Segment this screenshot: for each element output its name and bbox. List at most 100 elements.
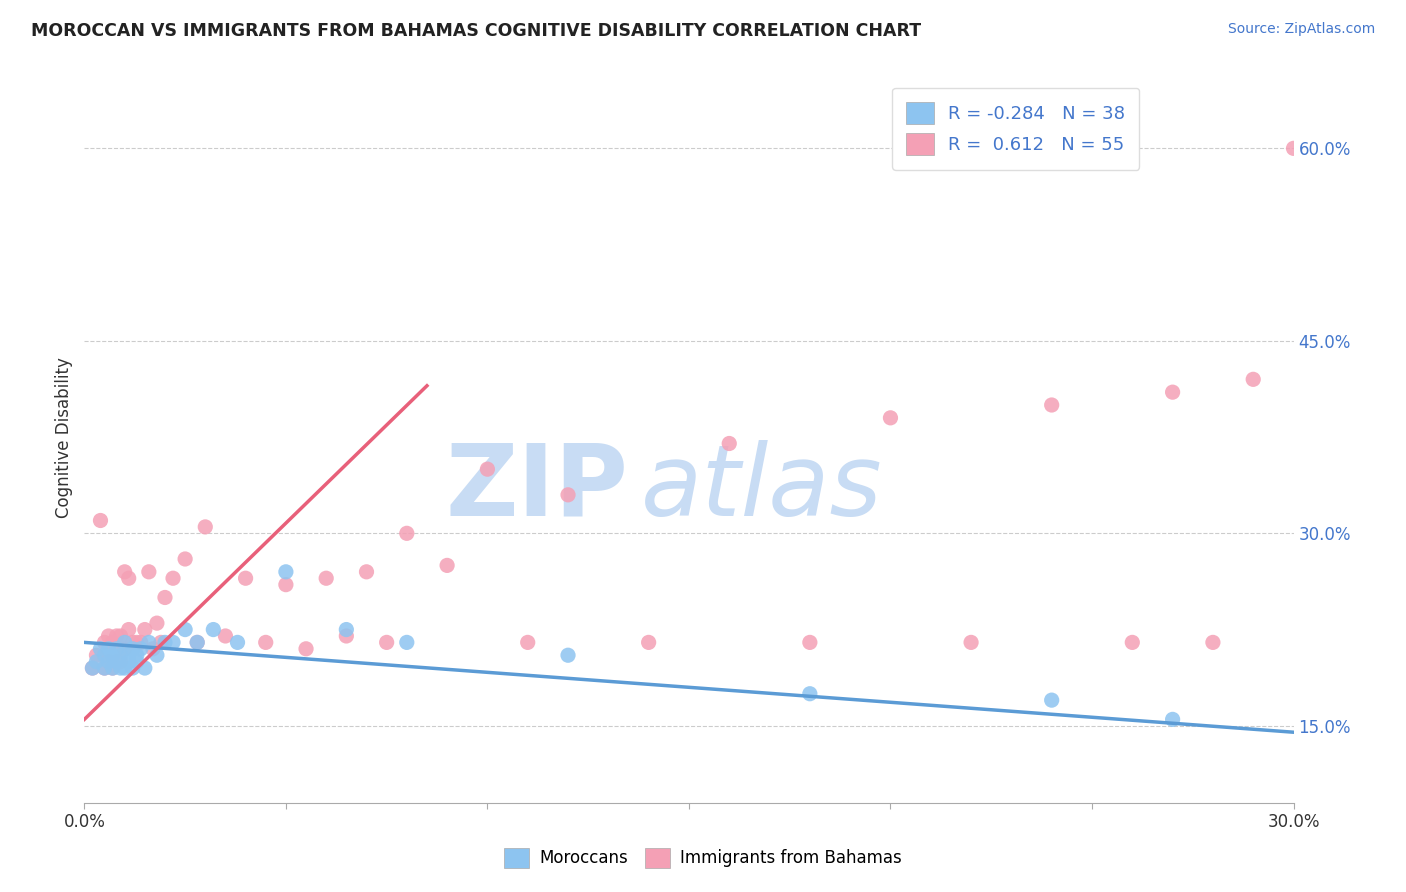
Point bbox=[118, 571, 141, 585]
Point bbox=[274, 565, 297, 579]
Point bbox=[121, 635, 143, 649]
Point bbox=[1202, 635, 1225, 649]
Point bbox=[226, 635, 249, 649]
Point bbox=[86, 655, 108, 669]
Point bbox=[799, 687, 821, 701]
Point bbox=[194, 520, 217, 534]
Point bbox=[162, 635, 184, 649]
Point bbox=[93, 648, 115, 663]
Point bbox=[214, 629, 236, 643]
Legend: R = -0.284   N = 38, R =  0.612   N = 55: R = -0.284 N = 38, R = 0.612 N = 55 bbox=[891, 87, 1139, 169]
Point bbox=[93, 661, 115, 675]
Point bbox=[162, 571, 184, 585]
Point bbox=[149, 635, 172, 649]
Point bbox=[186, 635, 208, 649]
Point bbox=[153, 635, 176, 649]
Point bbox=[1161, 385, 1184, 400]
Point bbox=[114, 641, 136, 656]
Legend: Moroccans, Immigrants from Bahamas: Moroccans, Immigrants from Bahamas bbox=[498, 841, 908, 875]
Point bbox=[114, 661, 136, 675]
Point bbox=[395, 635, 418, 649]
Point bbox=[174, 552, 197, 566]
Point bbox=[335, 623, 357, 637]
Point bbox=[125, 648, 148, 663]
Point bbox=[235, 571, 257, 585]
Point bbox=[86, 648, 108, 663]
Point bbox=[110, 661, 132, 675]
Point bbox=[93, 635, 115, 649]
Point bbox=[1040, 693, 1063, 707]
Point bbox=[82, 661, 104, 675]
Point bbox=[138, 635, 160, 649]
Point bbox=[153, 591, 176, 605]
Point bbox=[101, 661, 124, 675]
Point bbox=[121, 641, 143, 656]
Text: Source: ZipAtlas.com: Source: ZipAtlas.com bbox=[1227, 22, 1375, 37]
Point bbox=[134, 661, 156, 675]
Point bbox=[114, 565, 136, 579]
Point bbox=[97, 655, 120, 669]
Point bbox=[118, 648, 141, 663]
Point bbox=[960, 635, 983, 649]
Point bbox=[118, 655, 141, 669]
Point bbox=[101, 648, 124, 663]
Point bbox=[118, 623, 141, 637]
Point bbox=[637, 635, 659, 649]
Point bbox=[125, 655, 148, 669]
Point bbox=[1121, 635, 1143, 649]
Point bbox=[335, 629, 357, 643]
Point bbox=[146, 648, 169, 663]
Point bbox=[202, 623, 225, 637]
Point bbox=[97, 629, 120, 643]
Point bbox=[879, 410, 901, 425]
Point bbox=[477, 462, 499, 476]
Point bbox=[110, 629, 132, 643]
Point bbox=[89, 514, 111, 528]
Point bbox=[125, 635, 148, 649]
Point bbox=[97, 641, 120, 656]
Point bbox=[105, 655, 128, 669]
Point bbox=[114, 635, 136, 649]
Point bbox=[146, 616, 169, 631]
Point bbox=[110, 655, 132, 669]
Point bbox=[557, 648, 579, 663]
Point bbox=[105, 641, 128, 656]
Point bbox=[557, 488, 579, 502]
Text: ZIP: ZIP bbox=[446, 440, 628, 537]
Point bbox=[138, 565, 160, 579]
Point bbox=[315, 571, 337, 585]
Point bbox=[1282, 141, 1305, 155]
Point bbox=[1040, 398, 1063, 412]
Y-axis label: Cognitive Disability: Cognitive Disability bbox=[55, 357, 73, 517]
Point bbox=[1241, 372, 1264, 386]
Point bbox=[129, 635, 152, 649]
Point bbox=[516, 635, 538, 649]
Point bbox=[101, 635, 124, 649]
Text: atlas: atlas bbox=[641, 440, 882, 537]
Point bbox=[295, 641, 318, 656]
Point bbox=[97, 655, 120, 669]
Point bbox=[375, 635, 398, 649]
Point bbox=[82, 661, 104, 675]
Point bbox=[799, 635, 821, 649]
Point bbox=[395, 526, 418, 541]
Point bbox=[134, 623, 156, 637]
Point bbox=[254, 635, 277, 649]
Point bbox=[121, 661, 143, 675]
Point bbox=[356, 565, 378, 579]
Point bbox=[89, 641, 111, 656]
Point bbox=[274, 577, 297, 591]
Point bbox=[186, 635, 208, 649]
Point bbox=[436, 558, 458, 573]
Point bbox=[105, 655, 128, 669]
Point bbox=[110, 648, 132, 663]
Point bbox=[93, 661, 115, 675]
Point bbox=[142, 641, 165, 656]
Point bbox=[129, 641, 152, 656]
Point bbox=[105, 629, 128, 643]
Point bbox=[1161, 712, 1184, 726]
Point bbox=[101, 661, 124, 675]
Point bbox=[718, 436, 741, 450]
Point bbox=[174, 623, 197, 637]
Text: MOROCCAN VS IMMIGRANTS FROM BAHAMAS COGNITIVE DISABILITY CORRELATION CHART: MOROCCAN VS IMMIGRANTS FROM BAHAMAS COGN… bbox=[31, 22, 921, 40]
